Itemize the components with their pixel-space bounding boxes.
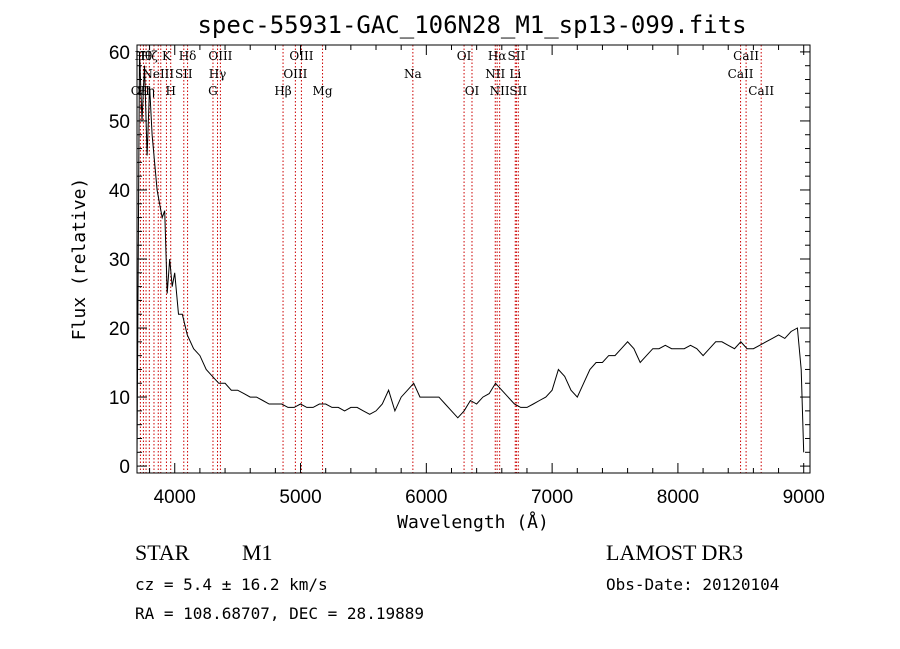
marker-label: OI xyxy=(465,84,480,98)
marker-label: OIII xyxy=(289,49,313,63)
marker-label: G xyxy=(208,84,218,98)
marker-label: NeIII xyxy=(142,67,174,81)
y-tick-label: 60 xyxy=(109,43,130,64)
y-tick-label: 40 xyxy=(109,181,130,202)
x-tick-label: 7000 xyxy=(531,487,573,508)
y-tick-label: 0 xyxy=(119,457,130,478)
marker-label: Hη xyxy=(137,84,155,98)
x-tick-label: 4000 xyxy=(154,487,196,508)
marker-label: K xyxy=(162,49,172,63)
y-tick-label: 50 xyxy=(109,112,130,133)
marker-label: Na xyxy=(404,67,422,81)
marker-label: Mg xyxy=(313,84,333,98)
x-axis-ticks: 4000 5000 6000 7000 8000 9000 xyxy=(149,45,825,508)
marker-label: OIII xyxy=(208,49,232,63)
survey-name: LAMOST DR3 xyxy=(606,540,743,565)
marker-label: Hγ xyxy=(209,67,227,81)
redshift-cz: cz = 5.4 ± 16.2 km/s xyxy=(135,575,328,594)
object-class: STAR xyxy=(135,540,190,565)
observation-date: Obs-Date: 20120104 xyxy=(606,575,779,594)
plot-frame xyxy=(136,44,811,474)
spectrum-line xyxy=(136,51,805,460)
marker-label: NII xyxy=(485,67,505,81)
emission-line-markers xyxy=(139,45,762,473)
x-axis-label: Wavelength (Å) xyxy=(397,511,549,533)
y-axis-ticks: 0 10 20 30 40 50 60 xyxy=(109,43,810,478)
marker-label: Hδ xyxy=(179,49,197,63)
marker-label: OI xyxy=(457,49,472,63)
y-tick-label: 30 xyxy=(109,250,130,271)
marker-label: SII xyxy=(509,84,527,98)
marker-label: Hζ xyxy=(141,49,158,63)
marker-label: OIII xyxy=(283,67,307,81)
marker-label: CaII xyxy=(748,84,774,98)
x-tick-label: 6000 xyxy=(405,487,447,508)
x-tick-label: 9000 xyxy=(783,487,825,508)
y-tick-label: 10 xyxy=(109,388,130,409)
marker-label: CaII xyxy=(733,49,759,63)
marker-label: H xyxy=(165,84,175,98)
marker-label: Li xyxy=(509,67,521,81)
chart-title: spec-55931-GAC_106N28_M1_sp13-099.fits xyxy=(197,11,746,39)
x-tick-label: 8000 xyxy=(657,487,699,508)
object-subclass: M1 xyxy=(242,540,273,565)
marker-label: NII xyxy=(490,84,510,98)
marker-label: Hα xyxy=(488,49,507,63)
x-tick-label: 5000 xyxy=(279,487,321,508)
marker-label: SII xyxy=(508,49,526,63)
marker-label: SII xyxy=(175,67,193,81)
marker-label: CaII xyxy=(728,67,754,81)
sky-coordinates: RA = 108.68707, DEC = 28.19889 xyxy=(135,604,424,623)
marker-label: Hβ xyxy=(274,84,291,98)
emission-line-labels: OIIHθHηHζNeIIIKHSIIHδGHγOIIIHβOIIIOIIIMg… xyxy=(131,49,775,98)
y-tick-label: 20 xyxy=(109,319,130,340)
y-axis-label: Flux (relative) xyxy=(69,178,90,341)
